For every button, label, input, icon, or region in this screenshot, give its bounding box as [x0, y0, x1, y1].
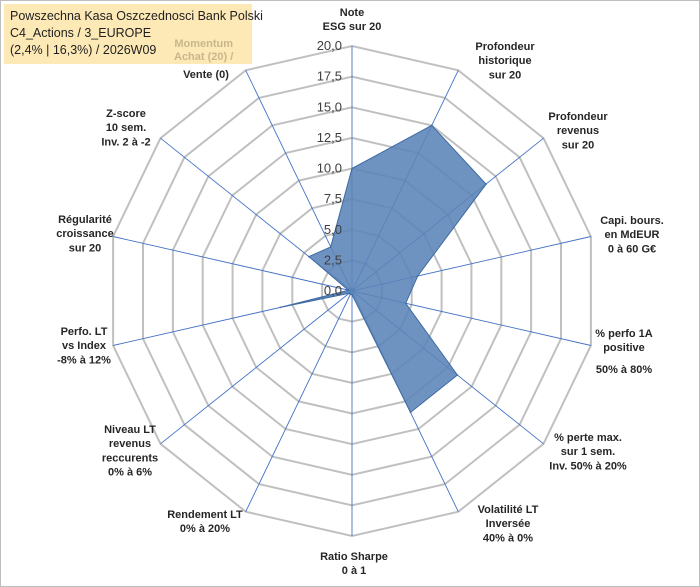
- axis-label-5: % perte max. sur 1 sem. Inv. 50% à 20%: [549, 432, 627, 472]
- axis-label-line: revenus: [109, 438, 151, 450]
- data-point-4: [404, 302, 407, 305]
- axis-label-line: en MdEUR: [605, 229, 660, 241]
- data-point-9: [348, 292, 350, 295]
- tick-label: 2,5: [324, 252, 342, 267]
- data-point-8: [349, 293, 352, 296]
- axis-label-line: Capi. bours.: [600, 215, 664, 227]
- axis-label-line: 50% à 80%: [596, 364, 652, 376]
- axis-label-line: sur 1 sem.: [561, 446, 615, 458]
- axis-label-line: Volatilité LT: [478, 504, 539, 516]
- axis-spoke-11: [112, 236, 353, 292]
- data-point-3: [416, 275, 419, 277]
- tick-label: 10,0: [317, 161, 342, 176]
- tick-label: 5,0: [324, 222, 342, 237]
- data-point-12: [308, 255, 310, 258]
- tick-label: 15,0: [317, 99, 342, 114]
- axis-label-line: positive: [603, 342, 645, 354]
- momentum-line-2: Achat (20) /: [174, 51, 234, 63]
- axis-label-9: Niveau LT revenus reccurents 0% à 6%: [102, 424, 158, 479]
- axis-label-line: Inv. 50% à 20%: [549, 460, 627, 472]
- axis-label-line: Inv. 2 à -2: [101, 136, 150, 148]
- axis-label-line: Z-score: [106, 108, 146, 120]
- axis-label-line: 0 à 1: [342, 565, 366, 577]
- axis-label-line: croissance: [56, 228, 113, 240]
- data-point-0: [351, 167, 353, 170]
- axis-label-2: Profondeur revenus sur 20: [548, 111, 608, 151]
- category-line: C4_Actions / 3_EUROPE: [10, 26, 152, 40]
- tick-label: 12,5: [317, 130, 342, 145]
- data-point-13: [329, 246, 332, 248]
- axis-label-line: Perfo. LT: [61, 326, 108, 338]
- data-point-2: [485, 183, 487, 185]
- axis-label-line: Profondeur: [475, 41, 535, 53]
- axis-label-line: vs Index: [62, 340, 107, 352]
- data-point-1: [430, 124, 433, 127]
- axis-label-line: sur 20: [489, 69, 521, 81]
- momentum-label: Momentum Achat (20) /: [174, 38, 233, 64]
- axis-spoke-8: [245, 290, 353, 512]
- axis-label-13: Vente (0): [183, 69, 229, 81]
- axis-label-line: Profondeur: [548, 111, 608, 123]
- axis-label-line: ESG sur 20: [323, 21, 382, 33]
- axis-label-line: Ratio Sharpe: [320, 551, 388, 563]
- axis-label-line: sur 20: [562, 139, 594, 151]
- axis-spoke-9: [160, 290, 353, 445]
- axis-label-line: % perfo 1A: [595, 328, 653, 340]
- axis-label-0: Note ESG sur 20: [323, 7, 382, 33]
- tick-labels: 0,0 2,5 5,0 7,5 10,0 12,5 15,0 17,5 20,0: [317, 38, 342, 298]
- axis-label-7: Ratio Sharpe 0 à 1: [320, 551, 388, 577]
- axis-labels: Note ESG sur 20 Profondeur historique sur 20…: [56, 7, 664, 577]
- axis-label-line: Niveau LT: [104, 424, 156, 436]
- axis-label-3: Capi. bours. en MdEUR 0 à 60 G€: [600, 215, 664, 255]
- axis-label-line: Inversée: [486, 518, 531, 530]
- axis-label-line: reccurents: [102, 452, 158, 464]
- axis-label-line: Note: [340, 7, 364, 19]
- data-point-5: [456, 374, 459, 376]
- data-point-7: [351, 293, 353, 296]
- axis-label-line: Régularité: [58, 214, 112, 226]
- axis-label-line: 0% à 6%: [108, 467, 152, 479]
- tick-label: 0,0: [324, 283, 342, 298]
- axis-label-line: sur 20: [69, 242, 101, 254]
- axis-label-line: 10 sem.: [106, 122, 146, 134]
- axis-label-4: % perfo 1A positive 50% à 80%: [595, 328, 653, 376]
- momentum-line-1: Momentum: [174, 38, 233, 50]
- axis-label-line: % perte max.: [554, 432, 622, 444]
- stats-line: (2,4% | 16,3%) / 2026W09: [10, 43, 157, 57]
- axis-label-6: Volatilité LT Inversée 40% à 0%: [478, 504, 539, 544]
- axis-label-line: 40% à 0%: [483, 532, 533, 544]
- axis-label-12: Z-score 10 sem. Inv. 2 à -2: [101, 108, 150, 148]
- data-series: [279, 124, 487, 414]
- axis-label-11: Régularité croissance sur 20: [56, 214, 113, 254]
- title-box: Powszechna Kasa Oszczednosci Bank Polski…: [4, 4, 263, 64]
- axis-label-line: 0% à 20%: [180, 523, 230, 535]
- axis-label-line: -8% à 12%: [57, 354, 111, 366]
- axis-label-1: Profondeur historique sur 20: [475, 41, 535, 81]
- tick-label: 7,5: [324, 191, 342, 206]
- company-name: Powszechna Kasa Oszczednosci Bank Polski: [10, 9, 263, 23]
- axis-label-line: Rendement LT: [167, 509, 243, 521]
- axis-label-line: 0 à 60 G€: [608, 243, 656, 255]
- axis-label-line: Vente (0): [183, 69, 229, 81]
- data-point-11: [347, 289, 350, 292]
- series-area: [280, 124, 487, 414]
- tick-label: 17,5: [317, 69, 342, 84]
- data-point-10: [279, 306, 282, 309]
- data-point-6: [409, 411, 412, 414]
- tick-label: 20,0: [317, 38, 342, 53]
- axis-label-line: revenus: [557, 125, 599, 137]
- axis-label-10: Perfo. LT vs Index -8% à 12%: [57, 326, 111, 366]
- axis-label-line: historique: [478, 55, 531, 67]
- axis-label-8: Rendement LT 0% à 20%: [167, 509, 243, 535]
